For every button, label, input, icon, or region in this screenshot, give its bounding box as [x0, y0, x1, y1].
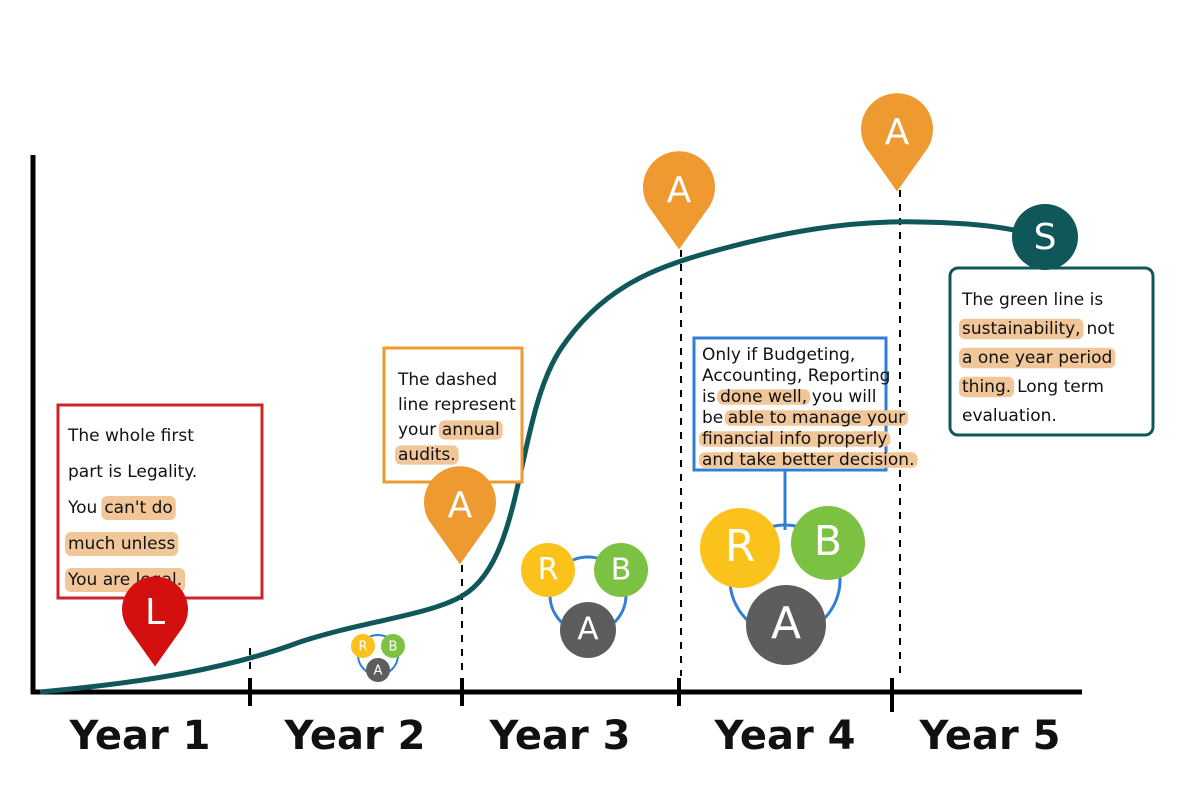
cluster-letter: A [577, 612, 598, 648]
cluster-letter: R [358, 640, 367, 655]
note-text: part is Legality. [68, 462, 197, 482]
note-text: thing. [962, 377, 1011, 397]
note-text: able to manage your [728, 408, 905, 428]
pin-letter: A [667, 170, 692, 211]
cluster-letter: A [374, 664, 383, 679]
note-text: You [67, 498, 97, 518]
year-dividers [248, 678, 894, 712]
note-text: can't do [104, 498, 172, 518]
cluster-letter: B [814, 517, 842, 565]
pin [643, 151, 715, 250]
note-text: Long term [1017, 377, 1104, 397]
clusters: R BAR BAR BA [351, 506, 865, 682]
cluster-circle [746, 585, 826, 665]
highlight [438, 420, 503, 440]
cluster-circle [351, 634, 375, 658]
note-text: much unless [68, 534, 175, 554]
note-text: done well, [720, 387, 807, 407]
sustainability-curve [39, 219, 1041, 695]
pin-letter: A [885, 112, 910, 153]
year-label: Year 4 [714, 713, 856, 759]
cluster-letter: R [538, 553, 559, 588]
note-text: be [702, 408, 723, 428]
highlight [699, 452, 918, 468]
highlight [724, 410, 909, 426]
highlight [395, 445, 459, 465]
cluster-letter: B [389, 640, 398, 655]
note-text: your [398, 420, 436, 440]
note-text: The green line is [961, 290, 1103, 310]
cluster-circle [700, 508, 780, 588]
pin-letter: L [145, 592, 165, 633]
highlight [959, 347, 1116, 369]
cluster-circle [521, 543, 575, 597]
cluster-circle [594, 543, 648, 597]
year-label: Year 2 [284, 713, 426, 759]
highlight [959, 318, 1084, 340]
note-text: not [1087, 319, 1115, 339]
highlight [699, 431, 891, 447]
sustainability-badge [1012, 204, 1078, 270]
highlight [717, 389, 811, 405]
year-label: Year 1 [69, 713, 211, 759]
pin [424, 466, 496, 565]
year-label: Year 3 [489, 713, 631, 759]
cluster-circle [560, 602, 616, 658]
pin [861, 93, 934, 192]
audit-lines [249, 190, 901, 676]
note-text: and take better decision. [702, 450, 914, 470]
cluster-letter: B [611, 553, 632, 588]
note-text: annual [442, 420, 500, 440]
badge-letter: S [1034, 217, 1057, 258]
note-text: sustainability, [962, 319, 1081, 339]
highlight [959, 376, 1015, 398]
highlight [101, 496, 176, 520]
cluster-circle [791, 506, 865, 580]
note-text: The dashed [397, 370, 497, 390]
note-text: Accounting, Reporting [702, 366, 890, 386]
note-text: you will [812, 387, 877, 407]
note-text: financial info properly [702, 429, 887, 449]
note-text: The whole first [67, 426, 194, 446]
note-text: a one year period [962, 348, 1112, 368]
note-text: evaluation. [962, 406, 1057, 426]
note-text: audits. [398, 445, 456, 465]
pin-letter: A [448, 485, 473, 526]
cluster-letter: A [771, 598, 801, 649]
cluster-circle [381, 634, 405, 658]
highlight [65, 532, 179, 556]
cluster-circle [366, 658, 390, 682]
notes: The whole first part is Legality. You can't… [65, 290, 1116, 592]
note-text: line represent [398, 395, 516, 415]
pin [122, 576, 188, 667]
year-label: Year 5 [919, 713, 1061, 759]
note-text: is [702, 387, 716, 407]
year-labels: Year 1 Year 2 Year 3 Year 4 Year 5 [69, 713, 1061, 759]
note-text: Only if Budgeting, [702, 345, 855, 365]
markers: L A A A S [122, 93, 1078, 667]
cluster-letter: R [725, 521, 756, 572]
